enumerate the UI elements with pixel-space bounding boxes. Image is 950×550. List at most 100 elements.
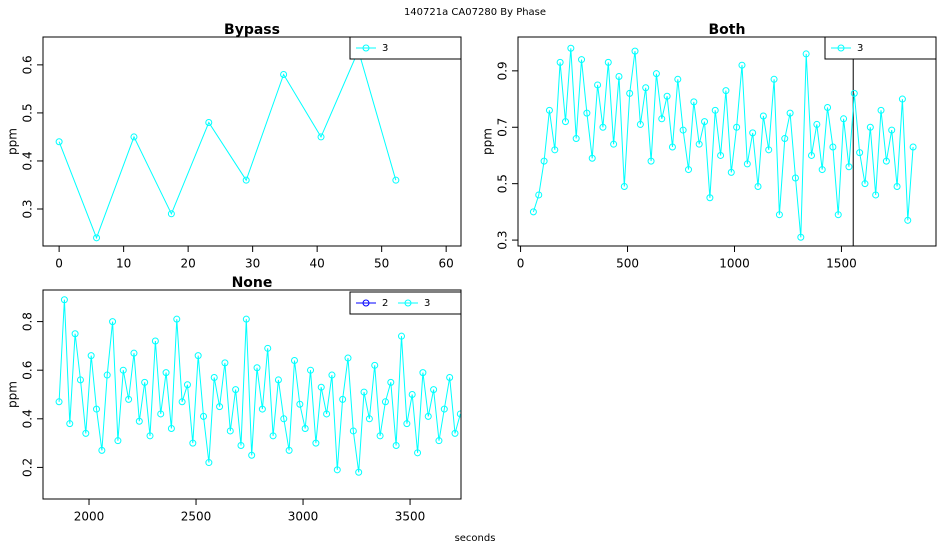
data-point [151, 337, 159, 345]
data-point [642, 84, 650, 92]
data-point [909, 143, 917, 151]
x-tick-label: 3500 [395, 510, 426, 524]
data-point [360, 388, 368, 396]
data-point [898, 95, 906, 103]
data-point [280, 70, 288, 78]
data-point [765, 146, 773, 154]
figure-title: 140721a CA07280 By Phase [404, 7, 546, 18]
data-point [446, 373, 454, 381]
data-point [258, 405, 266, 413]
data-point [529, 208, 537, 216]
data-point [456, 410, 461, 418]
data-point [663, 92, 671, 100]
data-point [684, 166, 692, 174]
panel-title: Bypass [224, 22, 280, 38]
data-point [141, 378, 149, 386]
x-tick-label: 20 [180, 257, 195, 271]
data-point [829, 143, 837, 151]
data-point [317, 133, 325, 141]
x-tick-label: 50 [374, 257, 389, 271]
data-point [414, 449, 422, 457]
data-point [877, 106, 885, 114]
data-point [690, 98, 698, 106]
data-point [323, 410, 331, 418]
data-point [135, 417, 143, 425]
data-point [861, 180, 869, 188]
data-point [333, 466, 341, 474]
data-point [205, 119, 213, 127]
data-point [840, 115, 848, 123]
data-point [76, 376, 84, 384]
data-point [824, 104, 832, 112]
data-point [717, 151, 725, 159]
x-tick-label: 0 [55, 257, 63, 271]
data-point [285, 446, 293, 454]
data-point [856, 149, 864, 157]
data-point [253, 364, 261, 372]
data-point [71, 330, 79, 338]
plot-frame [42, 36, 462, 247]
plot-area [55, 46, 400, 242]
data-point [781, 135, 789, 143]
data-point [882, 157, 890, 165]
data-point [167, 210, 175, 218]
data-point [221, 359, 229, 367]
legend-label: 3 [424, 298, 430, 309]
data-point [344, 354, 352, 362]
y-tick-label: 0.5 [496, 174, 510, 193]
y-tick-label: 0.9 [496, 61, 510, 80]
legend-marker [362, 299, 370, 307]
data-point [834, 211, 842, 219]
data-point [658, 115, 666, 123]
data-point [888, 126, 896, 134]
data-point [392, 442, 400, 450]
data-point [162, 369, 170, 377]
data-point [610, 140, 618, 148]
x-tick-label: 10 [116, 257, 131, 271]
data-point [173, 315, 181, 323]
panel-title: Both [709, 22, 746, 38]
data-point [540, 157, 548, 165]
data-point [615, 72, 623, 80]
data-point [674, 75, 682, 83]
data-point [237, 442, 245, 450]
data-point [701, 118, 709, 126]
data-point [679, 126, 687, 134]
data-point [893, 182, 901, 190]
data-point [248, 451, 256, 459]
legend-box [824, 36, 937, 60]
data-point [626, 89, 634, 97]
data-point [312, 439, 320, 447]
data-point [424, 412, 432, 420]
data-point [759, 112, 767, 120]
legend-label: 3 [857, 43, 863, 54]
data-point [620, 182, 628, 190]
x-tick-label: 2000 [74, 510, 105, 524]
data-point [775, 211, 783, 219]
data-point [727, 168, 735, 176]
data-point [668, 143, 676, 151]
data-point [419, 369, 427, 377]
x-tick-label: 500 [616, 257, 639, 271]
data-point [264, 344, 272, 352]
panel: Both ppm 0 500 1000 1500 0.3 0.5 0.7 0.9 3 [481, 22, 937, 271]
data-point [194, 352, 202, 360]
data-point [130, 133, 138, 141]
x-axis-label: seconds [455, 533, 496, 544]
legend-marker [362, 44, 370, 52]
data-point [93, 405, 101, 413]
y-tick-label: 0.4 [21, 151, 35, 170]
data-point [850, 89, 858, 97]
data-point [706, 194, 714, 202]
data-point [749, 129, 757, 137]
plot-area [529, 37, 917, 246]
legend-box [349, 36, 462, 60]
legend-label: 2 [382, 298, 388, 309]
y-axis-label: ppm [6, 128, 20, 155]
legend-marker [837, 44, 845, 52]
y-tick-label: 0.5 [21, 103, 35, 122]
data-point [430, 386, 438, 394]
data-point [296, 400, 304, 408]
data-point [146, 432, 154, 440]
x-tick-label: 2500 [181, 510, 212, 524]
